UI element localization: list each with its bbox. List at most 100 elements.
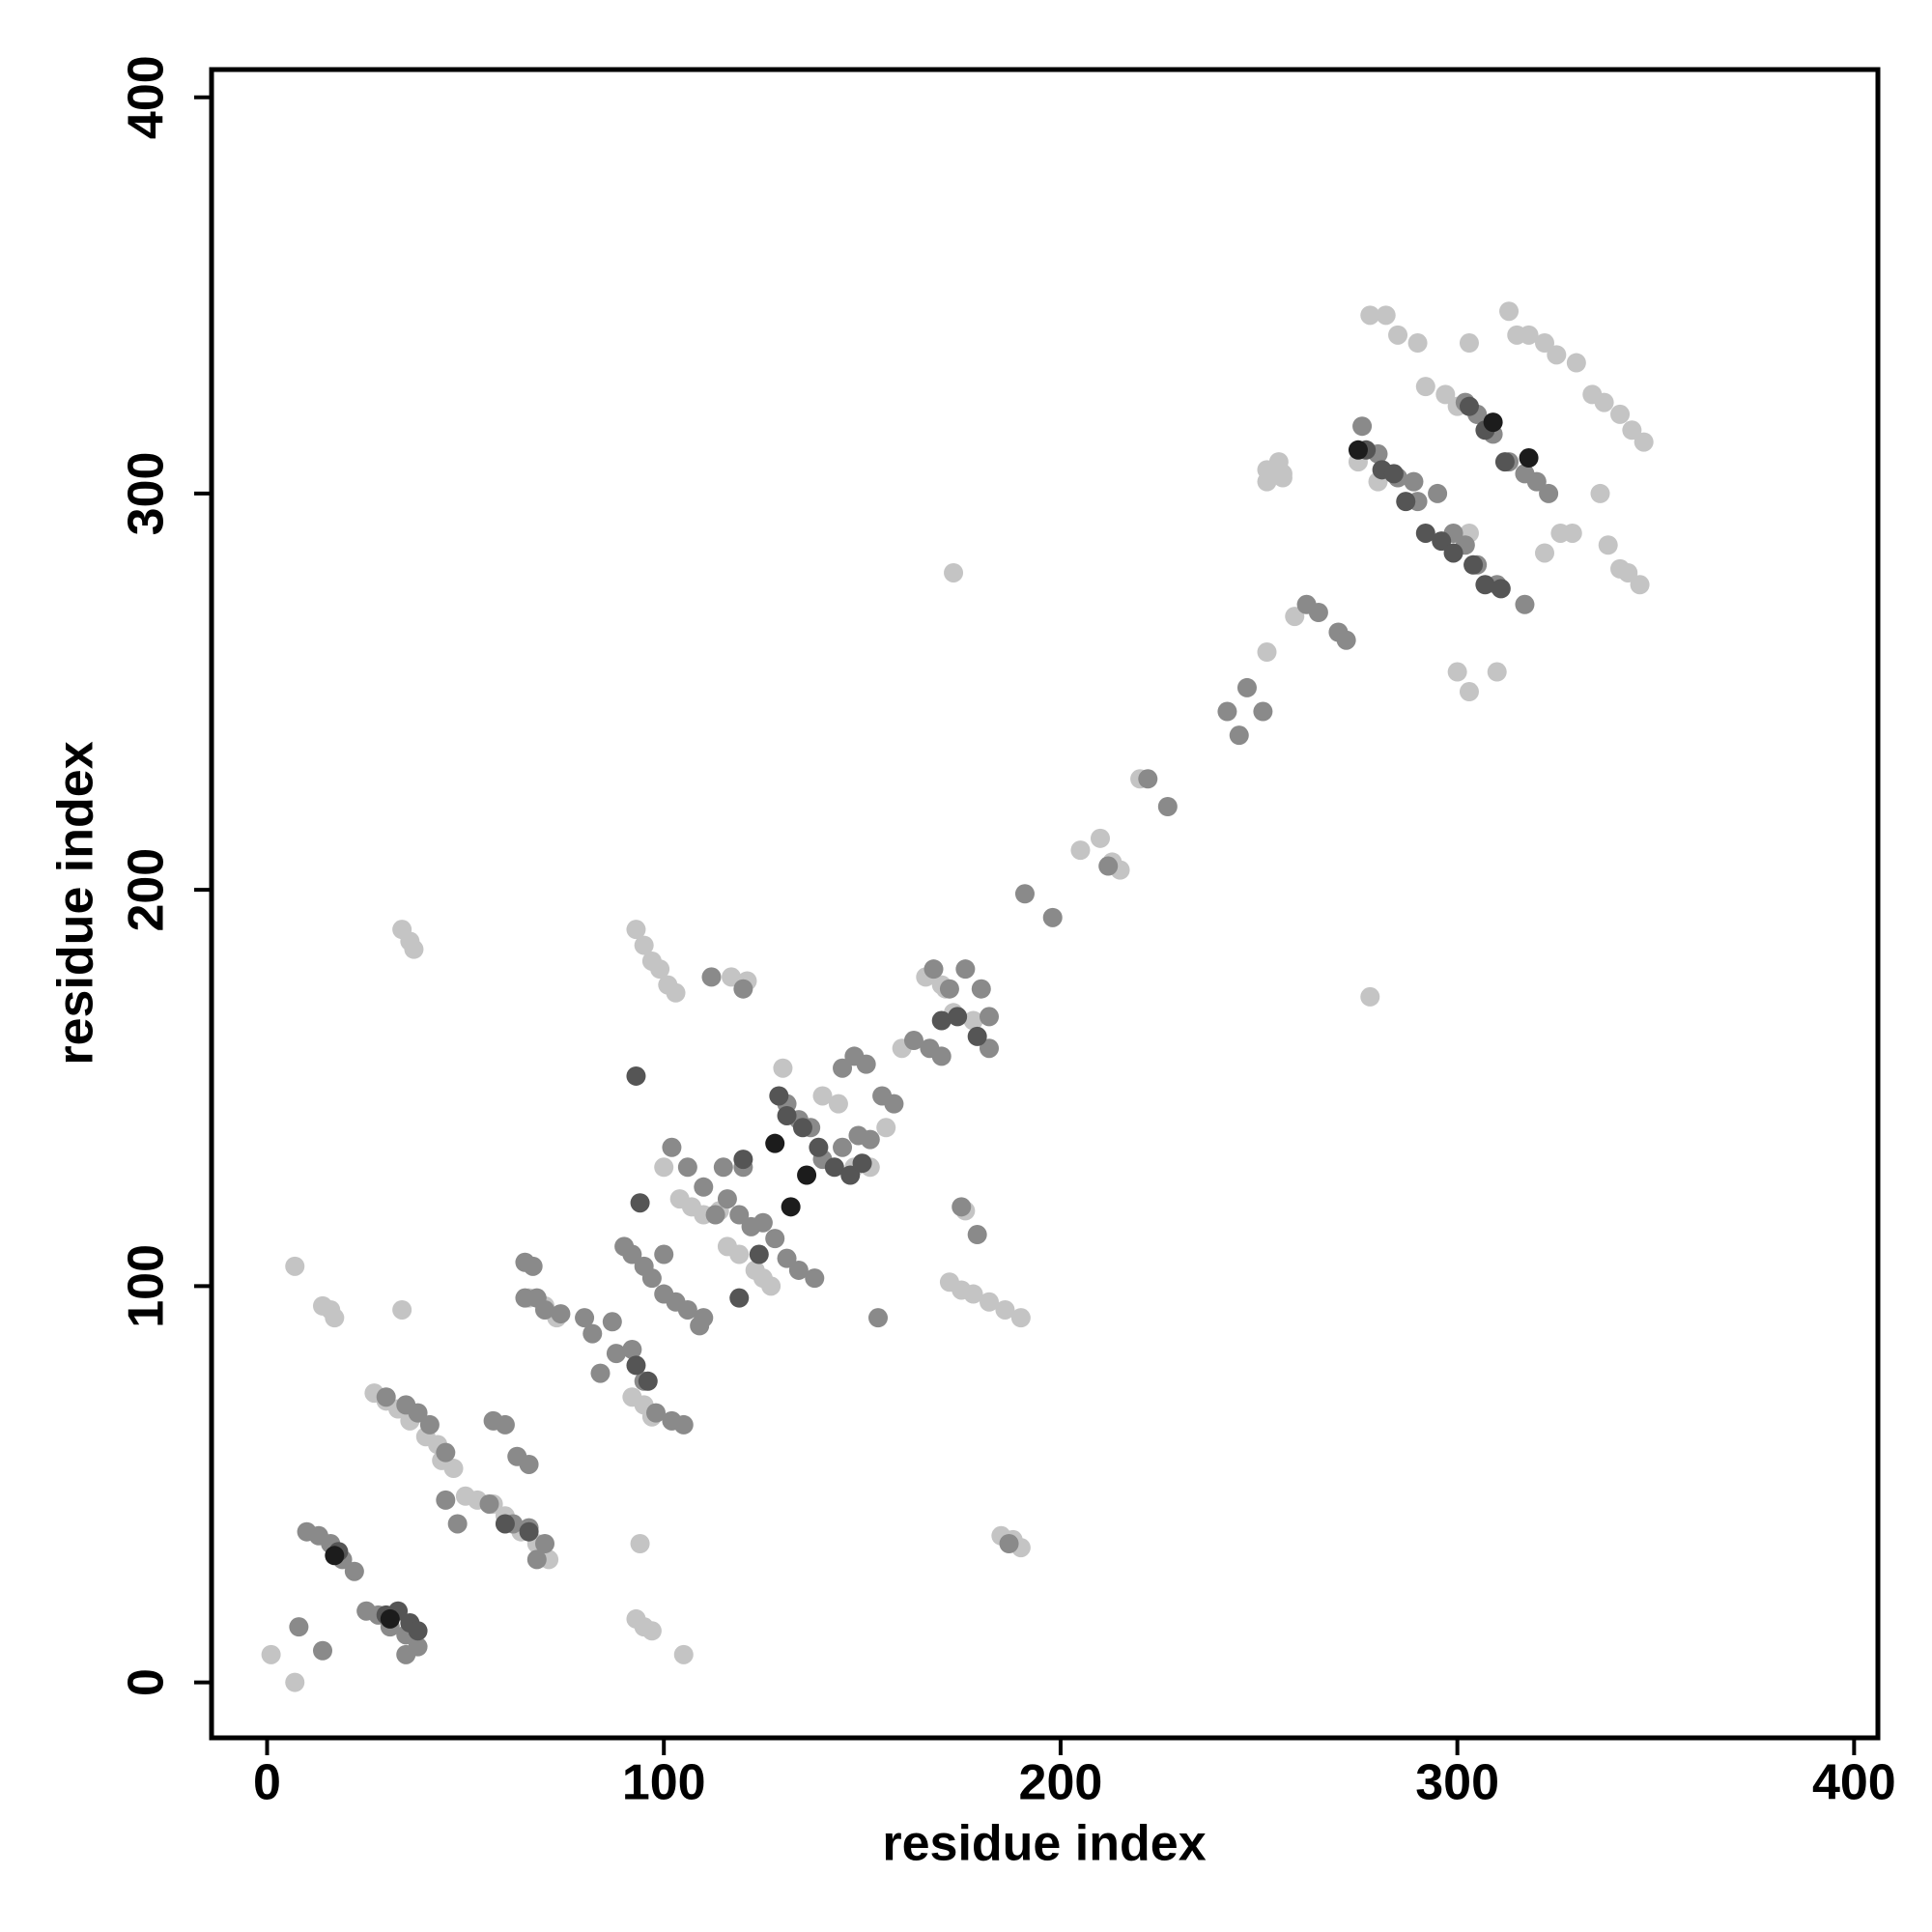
- point: [722, 967, 742, 987]
- point: [1352, 416, 1373, 437]
- y-tick-label: 100: [119, 1244, 175, 1328]
- point: [931, 1010, 952, 1031]
- point: [1336, 630, 1356, 650]
- point: [1610, 404, 1631, 424]
- point: [1010, 1308, 1031, 1328]
- point: [1519, 448, 1539, 469]
- point: [1435, 384, 1456, 405]
- point: [419, 1414, 440, 1435]
- point: [777, 1248, 797, 1268]
- point: [1229, 725, 1249, 746]
- point: [285, 1672, 305, 1692]
- point: [519, 1521, 539, 1542]
- point: [1257, 471, 1277, 492]
- point: [828, 1094, 848, 1114]
- point: [1499, 301, 1520, 322]
- point: [1376, 305, 1396, 326]
- point: [694, 1177, 714, 1197]
- x-tick-label: 100: [622, 1755, 706, 1811]
- point: [1217, 701, 1237, 722]
- point: [523, 1256, 543, 1276]
- point: [971, 979, 991, 999]
- point: [1547, 345, 1567, 365]
- point: [884, 1094, 904, 1114]
- point: [662, 1137, 682, 1157]
- point: [1594, 392, 1614, 412]
- point: [944, 562, 964, 582]
- point: [833, 1058, 853, 1078]
- point: [856, 1054, 876, 1074]
- point: [1253, 701, 1273, 722]
- point: [733, 1150, 753, 1170]
- point: [963, 1284, 983, 1304]
- point: [622, 1387, 642, 1407]
- point: [1360, 305, 1380, 326]
- point: [955, 959, 976, 980]
- point: [1428, 483, 1448, 503]
- point: [733, 979, 753, 999]
- point: [765, 1133, 785, 1153]
- x-tick-label: 0: [253, 1755, 281, 1811]
- point: [868, 1308, 888, 1328]
- point: [1415, 523, 1435, 543]
- point: [285, 1256, 305, 1276]
- x-axis-title: residue index: [882, 1816, 1206, 1872]
- point: [575, 1308, 595, 1328]
- point: [797, 1165, 817, 1185]
- point: [1447, 662, 1467, 682]
- point: [939, 979, 959, 999]
- point: [701, 967, 722, 987]
- point: [582, 1323, 603, 1344]
- point: [666, 982, 686, 1003]
- x-tick-label: 300: [1415, 1755, 1499, 1811]
- point: [1494, 452, 1515, 472]
- y-axis-title: residue index: [48, 741, 104, 1065]
- point: [535, 1533, 554, 1553]
- point: [535, 1299, 554, 1320]
- point: [408, 1636, 428, 1657]
- point: [602, 1312, 622, 1332]
- point: [812, 1086, 833, 1106]
- point: [1487, 662, 1507, 682]
- point: [673, 1414, 694, 1435]
- point: [1157, 796, 1178, 816]
- point: [634, 935, 654, 955]
- point: [376, 1387, 396, 1407]
- point: [1630, 575, 1650, 595]
- point: [1388, 325, 1408, 345]
- point: [948, 1007, 968, 1027]
- point: [551, 1304, 571, 1324]
- point: [809, 1137, 829, 1157]
- point: [923, 959, 944, 980]
- point: [436, 1490, 456, 1510]
- point: [963, 1010, 983, 1031]
- point: [999, 1533, 1019, 1553]
- point: [690, 1316, 710, 1336]
- point: [995, 1299, 1015, 1320]
- point: [1590, 483, 1610, 503]
- point: [447, 1514, 468, 1534]
- point: [967, 1026, 987, 1046]
- x-tick-label: 200: [1019, 1755, 1103, 1811]
- point: [1519, 325, 1539, 345]
- point: [1396, 492, 1416, 512]
- point: [261, 1644, 281, 1664]
- point: [408, 1621, 428, 1641]
- point: [1070, 840, 1091, 861]
- point: [1622, 420, 1642, 440]
- point: [753, 1212, 773, 1233]
- point: [1383, 464, 1404, 484]
- point: [788, 1260, 809, 1280]
- point: [673, 1644, 694, 1664]
- point: [1463, 554, 1484, 575]
- point: [344, 1561, 364, 1581]
- point: [630, 1193, 650, 1213]
- point: [1483, 412, 1503, 433]
- point: [781, 1197, 801, 1217]
- point: [805, 1268, 825, 1289]
- point: [606, 1344, 626, 1364]
- point: [717, 1189, 737, 1209]
- point: [876, 1118, 896, 1138]
